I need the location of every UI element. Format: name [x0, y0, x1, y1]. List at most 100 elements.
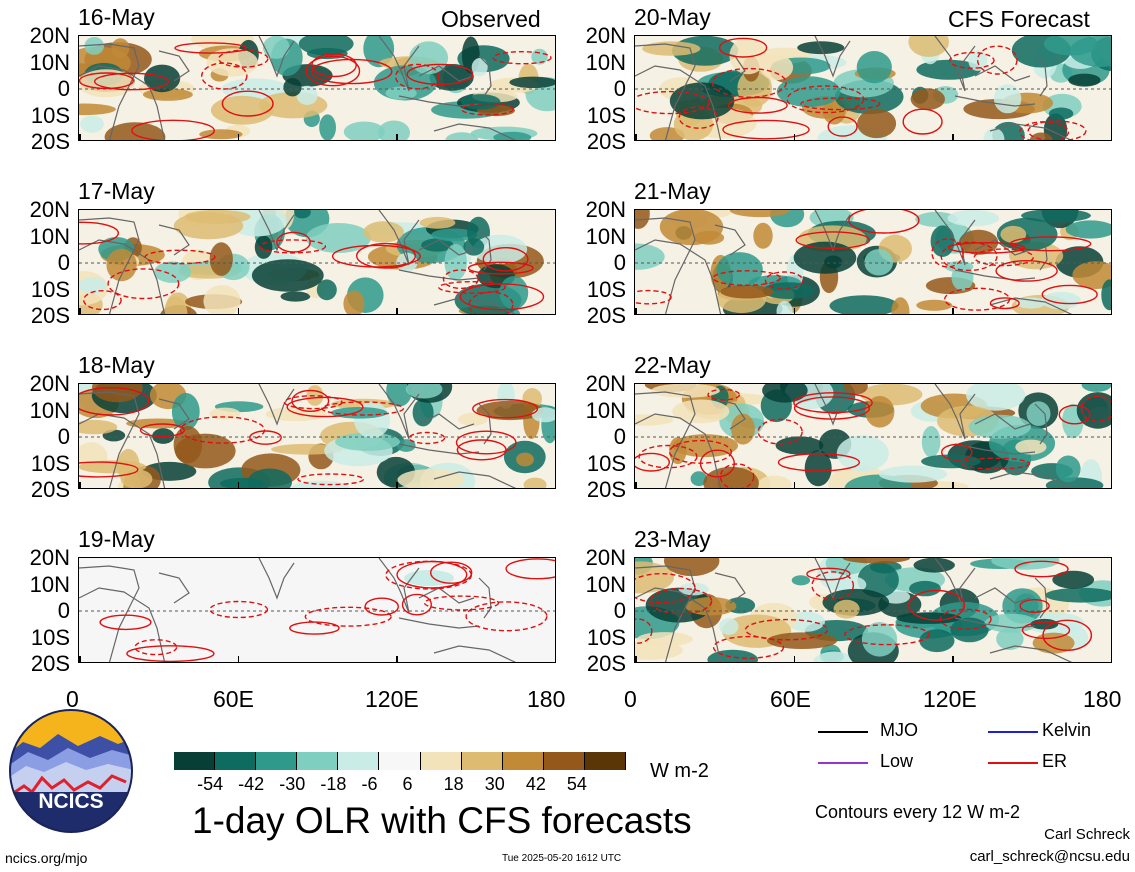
er-contour	[180, 416, 266, 444]
olr-anomaly-blob	[106, 248, 137, 282]
colorbar-label: 30	[484, 774, 505, 794]
olr-anomaly-blob	[856, 51, 892, 84]
olr-anomaly-blob	[80, 115, 104, 133]
panel-date-right-3: 22-May	[634, 352, 711, 378]
coastline	[974, 239, 1031, 256]
er-contour	[638, 444, 698, 469]
axis-tick	[793, 482, 795, 488]
er-contour	[722, 119, 810, 140]
er-contour	[635, 618, 653, 644]
lat-label: 10S	[586, 624, 626, 650]
coastline	[934, 36, 976, 92]
olr-anomaly-blob	[203, 285, 241, 314]
axis-tick	[79, 134, 81, 140]
er-contour	[283, 395, 343, 410]
olr-anomaly-blob	[776, 76, 841, 108]
er-contour	[944, 287, 1011, 311]
olr-anomaly-blob	[444, 243, 467, 281]
footer-link[interactable]: ncics.org/mjo	[5, 850, 88, 866]
olr-anomaly-blob	[363, 221, 404, 243]
olr-anomaly-blob	[1076, 392, 1111, 429]
lat-label: 20S	[30, 651, 70, 676]
er-contour	[940, 443, 973, 461]
axis-tick	[1111, 482, 1112, 488]
legend-er-label: ER	[1042, 751, 1068, 771]
lat-label: 10N	[29, 49, 70, 75]
olr-anomaly-blob	[199, 129, 243, 140]
olr-anomaly-blob	[316, 279, 337, 301]
er-contour	[305, 55, 361, 87]
olr-anomaly-blob	[1068, 73, 1101, 87]
olr-anomaly-blob	[878, 465, 948, 483]
lon-label-left-120e: 120E	[365, 686, 419, 712]
coastline	[398, 443, 480, 455]
er-contour	[174, 42, 247, 54]
coastline	[79, 587, 166, 662]
olr-anomaly-blob	[305, 223, 371, 253]
er-contour	[438, 281, 506, 294]
axis-tick	[555, 308, 556, 314]
lat-label: 20N	[585, 23, 626, 48]
er-contour	[635, 452, 670, 472]
olr-anomaly-blob	[431, 228, 478, 242]
colorbar-cell	[297, 752, 339, 770]
lat-label: 20S	[586, 303, 626, 328]
coastline	[378, 558, 420, 614]
er-contour	[777, 453, 861, 472]
lat-label: 20S	[30, 477, 70, 502]
olr-anomaly-blob	[378, 120, 410, 140]
coastline	[478, 229, 492, 271]
er-contour	[396, 560, 468, 589]
er-contour	[408, 431, 446, 445]
colorbar-cell	[420, 752, 462, 770]
er-contour	[1027, 120, 1087, 140]
author-name: Carl Schreck	[1044, 826, 1130, 843]
lat-label: 0	[57, 598, 70, 623]
author-email[interactable]: carl_schreck@ncsu.edu	[969, 848, 1130, 865]
coastline	[635, 43, 696, 140]
er-contour	[678, 106, 719, 129]
olr-anomaly-blob	[396, 252, 418, 273]
coastline	[974, 413, 1031, 430]
lat-label: 20N	[585, 545, 626, 570]
olr-anomaly-blob	[1072, 261, 1111, 289]
er-contour	[144, 249, 216, 265]
coastline	[635, 413, 722, 488]
er-contour	[995, 260, 1058, 282]
er-contour	[456, 439, 507, 461]
coastline	[478, 403, 492, 445]
er-contour	[989, 297, 1020, 310]
lon-label-right-60e: 60E	[770, 686, 811, 712]
legend-low-label: Low	[880, 751, 914, 771]
coastline	[989, 297, 1073, 314]
colorbar-cell	[379, 752, 421, 770]
lat-label: 20S	[30, 303, 70, 328]
olr-anomaly-blob	[716, 252, 763, 288]
er-contour	[304, 606, 392, 627]
er-contour	[131, 119, 215, 140]
legend-kelvin-label: Kelvin	[1042, 720, 1092, 740]
er-contour	[908, 589, 966, 621]
olr-anomaly-blob	[144, 64, 181, 93]
er-contour	[973, 248, 1034, 267]
olr-anomaly-blob	[509, 76, 555, 88]
er-contour	[1021, 621, 1071, 640]
olr-anomaly-blob	[635, 561, 674, 594]
er-contour	[712, 635, 785, 659]
forecast-map-panel-3	[634, 383, 1112, 489]
olr-anomaly-blob	[293, 210, 311, 219]
olr-anomaly-blob	[645, 587, 712, 623]
olr-anomaly-blob	[966, 384, 1026, 411]
olr-anomaly-blob	[461, 94, 501, 110]
er-contour	[423, 595, 500, 611]
er-contour	[1019, 121, 1070, 140]
ncics-logo[interactable]: NCICS	[8, 708, 134, 834]
olr-anomaly-blob	[835, 576, 867, 594]
olr-anomaly-blob	[143, 88, 193, 101]
lat-label: 10S	[586, 102, 626, 128]
er-contour	[259, 239, 327, 254]
er-contour	[331, 244, 421, 268]
er-contour	[289, 621, 340, 635]
colorbar-label: -30	[279, 774, 306, 794]
olr-anomaly-blob	[843, 384, 868, 395]
